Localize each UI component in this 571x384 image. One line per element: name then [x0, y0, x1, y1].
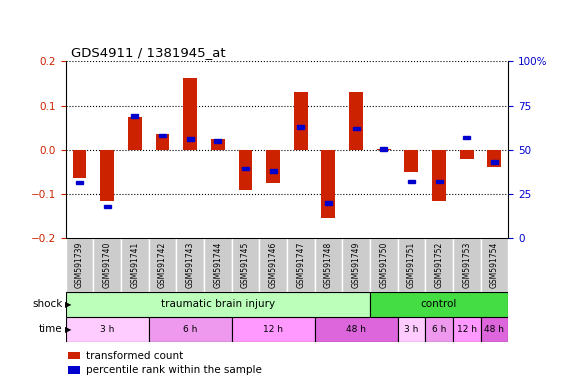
- Bar: [68, 366, 81, 374]
- Bar: [370, 292, 508, 317]
- Bar: [155, 134, 170, 150]
- Text: 12 h: 12 h: [457, 325, 477, 334]
- Bar: [239, 150, 252, 190]
- Bar: [294, 92, 308, 150]
- Bar: [481, 317, 508, 342]
- Text: 6 h: 6 h: [432, 325, 446, 334]
- Text: GSM591740: GSM591740: [103, 242, 112, 288]
- Text: 3 h: 3 h: [100, 325, 114, 334]
- Bar: [353, 127, 360, 130]
- Text: traumatic brain injury: traumatic brain injury: [160, 299, 275, 310]
- Bar: [104, 205, 111, 208]
- Text: GSM591751: GSM591751: [407, 242, 416, 288]
- Text: GSM591748: GSM591748: [324, 242, 333, 288]
- Bar: [408, 180, 415, 183]
- Bar: [266, 150, 280, 183]
- Bar: [128, 117, 142, 150]
- Text: GSM591746: GSM591746: [268, 242, 278, 288]
- Text: GSM591754: GSM591754: [490, 242, 499, 288]
- Bar: [453, 317, 481, 342]
- Bar: [397, 238, 425, 292]
- Bar: [187, 137, 194, 141]
- Bar: [321, 150, 335, 218]
- Text: 12 h: 12 h: [263, 325, 283, 334]
- Bar: [121, 238, 148, 292]
- Bar: [315, 317, 397, 342]
- Text: GSM591745: GSM591745: [241, 242, 250, 288]
- Text: 3 h: 3 h: [404, 325, 419, 334]
- Bar: [176, 238, 204, 292]
- Bar: [436, 180, 443, 183]
- Bar: [297, 125, 304, 129]
- Bar: [66, 317, 148, 342]
- Text: 6 h: 6 h: [183, 325, 198, 334]
- Text: 48 h: 48 h: [346, 325, 366, 334]
- Bar: [270, 169, 276, 173]
- Text: percentile rank within the sample: percentile rank within the sample: [86, 365, 262, 375]
- Text: GSM591753: GSM591753: [462, 242, 471, 288]
- Bar: [232, 238, 259, 292]
- Bar: [432, 150, 446, 200]
- Bar: [76, 180, 83, 184]
- Bar: [325, 201, 332, 205]
- Bar: [66, 292, 370, 317]
- Bar: [183, 78, 197, 150]
- Bar: [397, 317, 425, 342]
- Bar: [211, 139, 225, 150]
- Bar: [491, 161, 498, 164]
- Text: GSM591741: GSM591741: [130, 242, 139, 288]
- Bar: [349, 92, 363, 150]
- Bar: [463, 136, 470, 139]
- Bar: [66, 238, 93, 292]
- Bar: [287, 238, 315, 292]
- Bar: [370, 238, 397, 292]
- Text: 48 h: 48 h: [484, 325, 504, 334]
- Bar: [453, 238, 481, 292]
- Bar: [148, 317, 232, 342]
- Bar: [425, 238, 453, 292]
- Bar: [404, 150, 419, 172]
- Text: ▶: ▶: [65, 325, 71, 334]
- Bar: [68, 352, 81, 359]
- Bar: [131, 114, 138, 118]
- Bar: [148, 238, 176, 292]
- Bar: [425, 317, 453, 342]
- Text: shock: shock: [33, 299, 63, 310]
- Text: GSM591742: GSM591742: [158, 242, 167, 288]
- Text: GSM591747: GSM591747: [296, 242, 305, 288]
- Bar: [380, 147, 387, 151]
- Text: time: time: [39, 324, 63, 334]
- Bar: [259, 238, 287, 292]
- Bar: [342, 238, 370, 292]
- Bar: [377, 149, 391, 150]
- Text: GSM591743: GSM591743: [186, 242, 195, 288]
- Bar: [93, 238, 121, 292]
- Bar: [214, 139, 221, 143]
- Bar: [460, 150, 473, 159]
- Bar: [488, 150, 501, 167]
- Text: GSM591752: GSM591752: [435, 242, 444, 288]
- Bar: [204, 238, 232, 292]
- Text: GSM591750: GSM591750: [379, 242, 388, 288]
- Bar: [100, 150, 114, 200]
- Text: GDS4911 / 1381945_at: GDS4911 / 1381945_at: [71, 46, 226, 60]
- Text: GSM591744: GSM591744: [214, 242, 222, 288]
- Bar: [73, 150, 86, 179]
- Text: GSM591749: GSM591749: [352, 242, 360, 288]
- Text: control: control: [421, 299, 457, 310]
- Bar: [232, 317, 315, 342]
- Bar: [315, 238, 342, 292]
- Text: GSM591739: GSM591739: [75, 242, 84, 288]
- Bar: [242, 167, 249, 170]
- Bar: [481, 238, 508, 292]
- Text: transformed count: transformed count: [86, 351, 183, 361]
- Bar: [159, 134, 166, 137]
- Text: ▶: ▶: [65, 300, 71, 309]
